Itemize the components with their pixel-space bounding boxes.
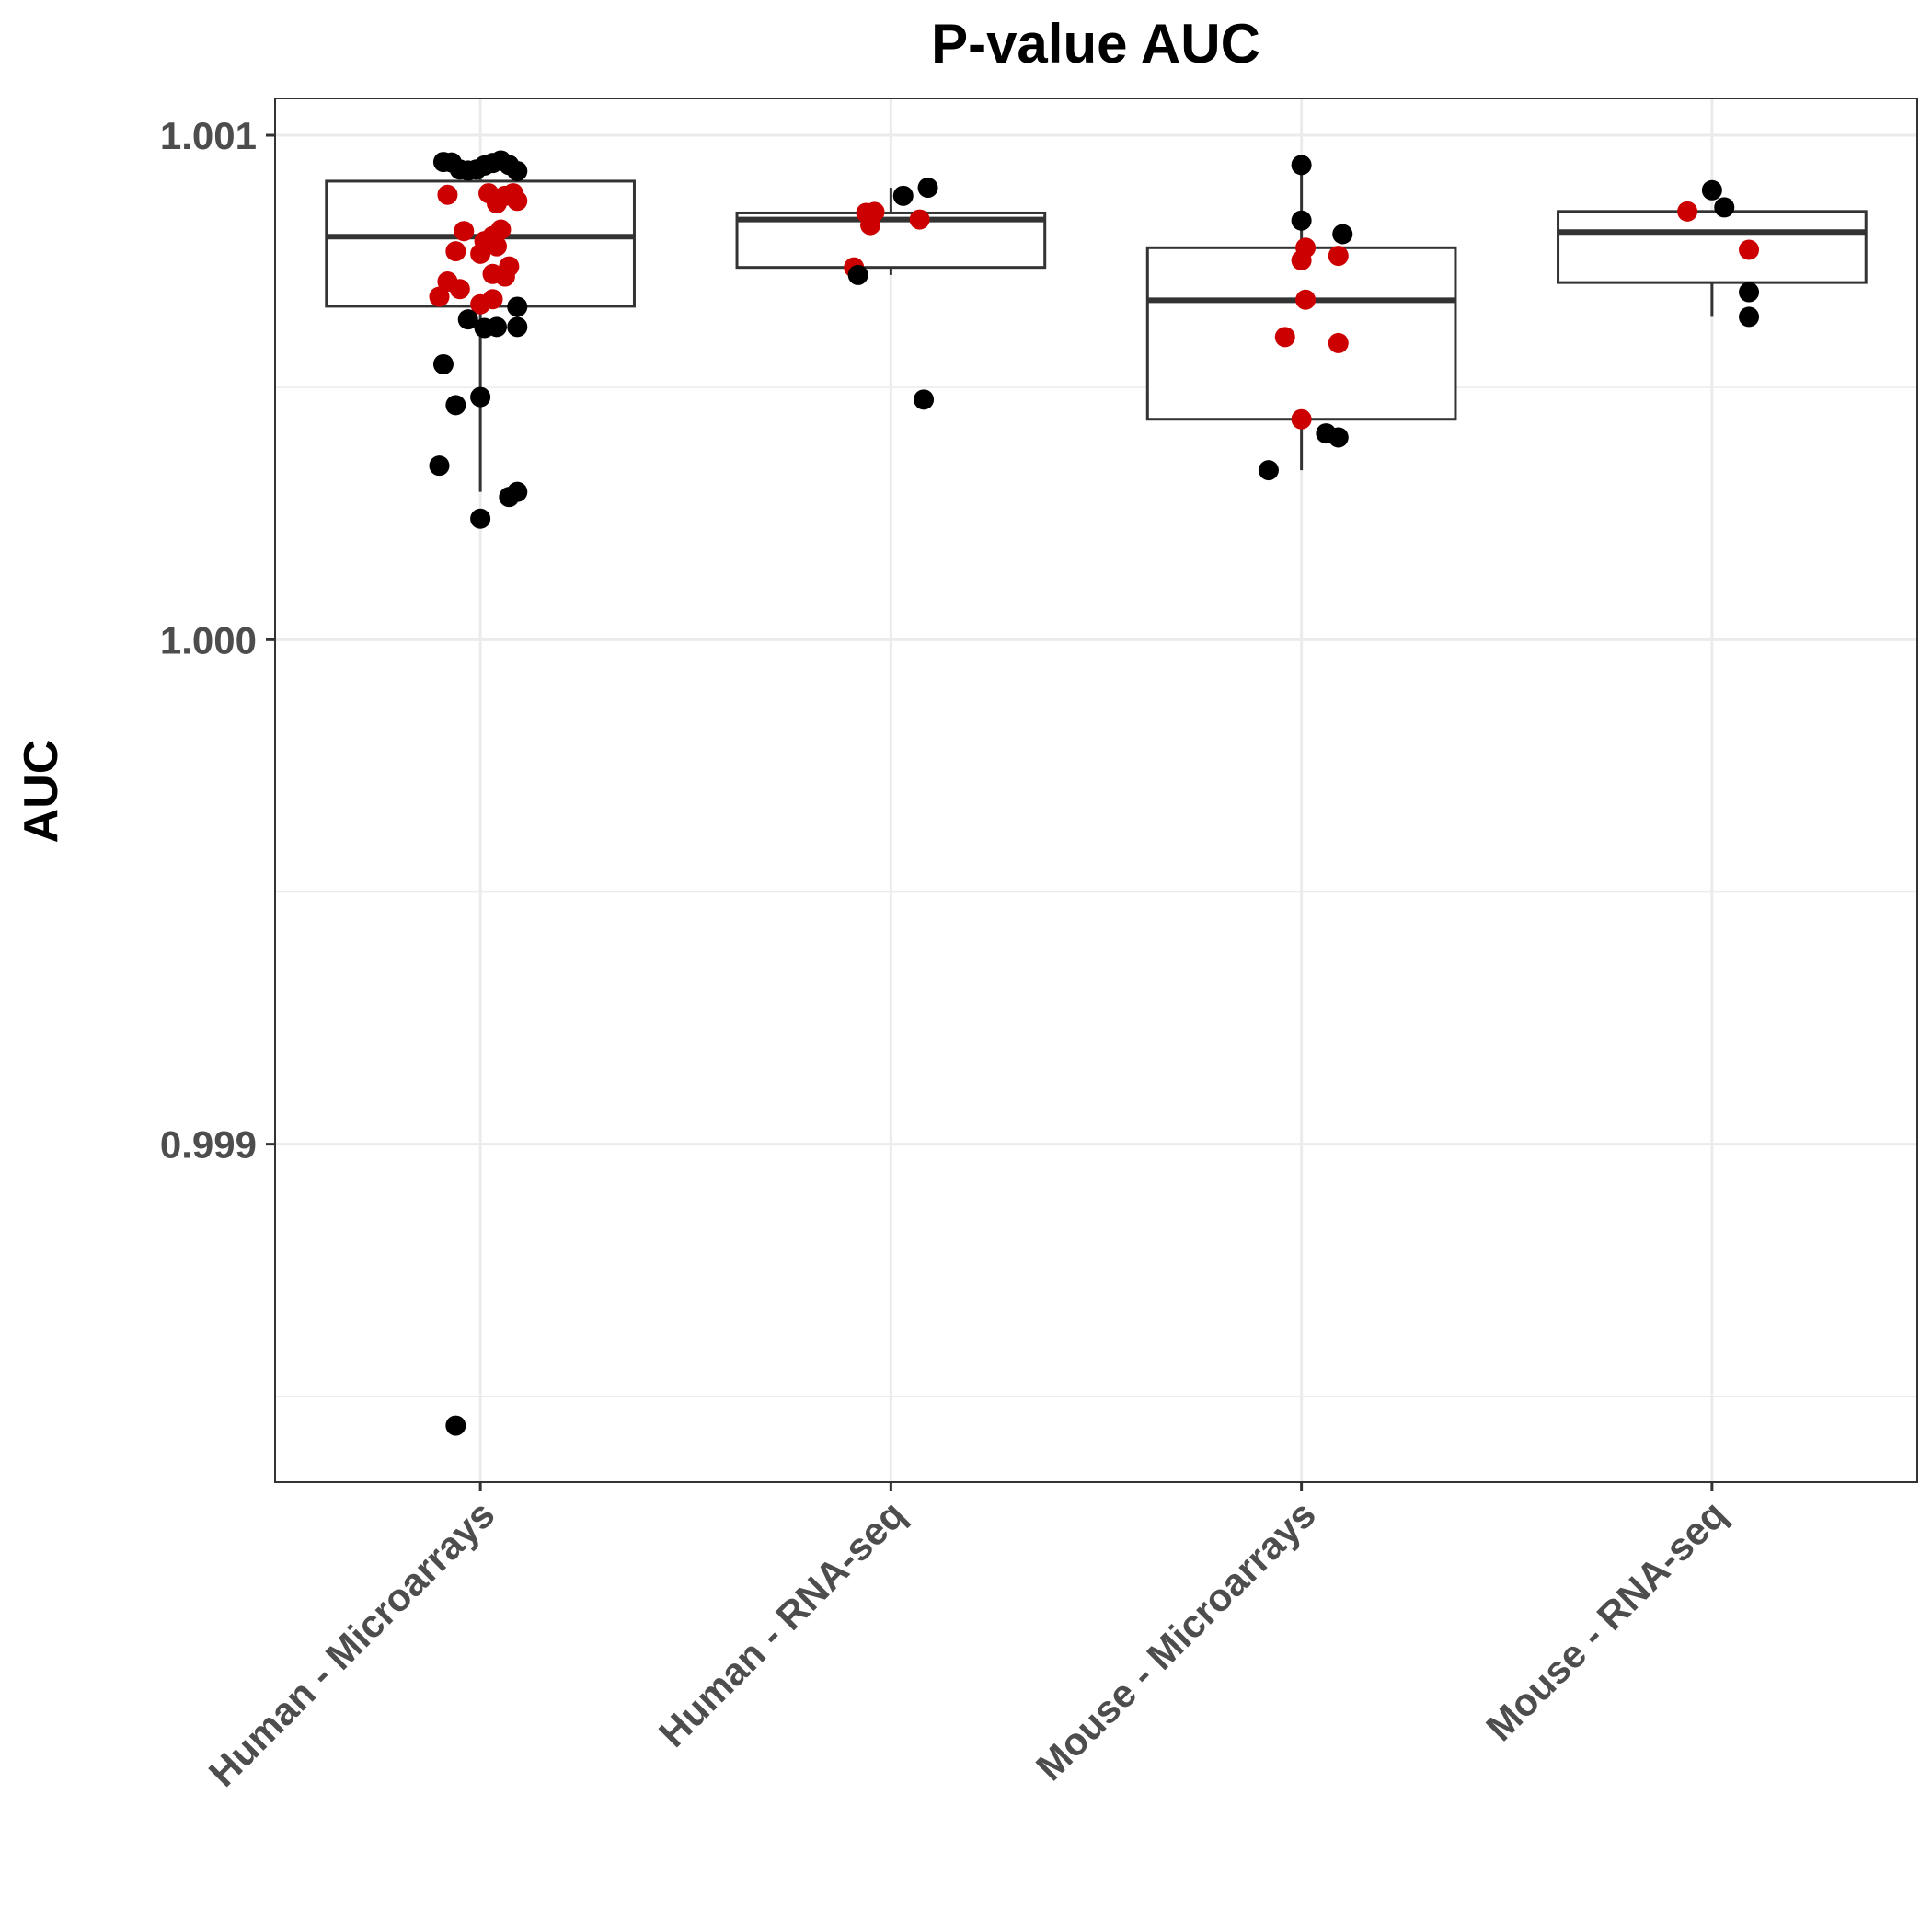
x-axis: Human - Microarrays Human - RNA-seq Mouse … bbox=[201, 1482, 1734, 1795]
box-iqr bbox=[1557, 210, 1868, 284]
data-point bbox=[1291, 155, 1312, 176]
data-point bbox=[1701, 179, 1722, 201]
x-tick-label: Mouse - Microarrays bbox=[1028, 1492, 1324, 1788]
data-point bbox=[470, 508, 491, 529]
data-point bbox=[917, 178, 938, 199]
x-tick-label: Human - Microarrays bbox=[201, 1492, 503, 1795]
data-point bbox=[1739, 282, 1760, 303]
data-point bbox=[914, 389, 935, 410]
chart-title: P-value AUC bbox=[931, 13, 1260, 75]
y-tick-label: 1.001 bbox=[160, 114, 257, 157]
data-point bbox=[1677, 201, 1698, 222]
data-point bbox=[1258, 460, 1279, 481]
box-iqr bbox=[1145, 246, 1457, 421]
data-point bbox=[1291, 210, 1312, 231]
x-tick-label: Human - RNA-seq bbox=[650, 1492, 914, 1755]
data-point bbox=[1332, 224, 1353, 245]
data-point bbox=[470, 386, 491, 408]
data-point bbox=[437, 184, 458, 205]
data-point bbox=[470, 293, 491, 315]
data-point bbox=[486, 193, 507, 214]
data-point bbox=[909, 209, 930, 230]
data-point bbox=[499, 487, 520, 508]
data-point bbox=[507, 316, 528, 338]
plot-panel bbox=[275, 98, 1917, 1482]
data-point bbox=[1714, 197, 1735, 218]
data-points bbox=[429, 150, 1760, 1436]
data-point bbox=[486, 236, 507, 257]
data-point bbox=[445, 395, 466, 416]
data-point bbox=[1328, 246, 1349, 267]
data-point bbox=[1291, 408, 1312, 430]
data-point bbox=[502, 183, 523, 204]
data-point bbox=[1328, 427, 1349, 448]
x-tick-label: Mouse - RNA-seq bbox=[1478, 1492, 1734, 1749]
data-point bbox=[429, 286, 450, 307]
y-axis: 0.999 1.000 1.001 bbox=[160, 114, 275, 1167]
data-point bbox=[847, 264, 868, 285]
data-point bbox=[445, 241, 466, 262]
data-point bbox=[449, 279, 470, 300]
data-point bbox=[470, 243, 491, 264]
data-point bbox=[429, 455, 450, 477]
data-point bbox=[892, 185, 914, 206]
data-point bbox=[860, 214, 881, 236]
data-point bbox=[454, 221, 475, 242]
data-point bbox=[457, 309, 478, 330]
data-point bbox=[1291, 250, 1312, 271]
data-point bbox=[432, 353, 454, 374]
y-tick-label: 1.000 bbox=[160, 618, 257, 661]
data-point bbox=[1295, 289, 1317, 310]
y-tick-label: 0.999 bbox=[160, 1123, 257, 1167]
data-point bbox=[474, 317, 495, 339]
data-point bbox=[1739, 239, 1760, 260]
data-point bbox=[1739, 306, 1760, 328]
data-point bbox=[494, 266, 515, 287]
data-point bbox=[445, 1415, 466, 1436]
data-point bbox=[1274, 327, 1295, 348]
data-point bbox=[507, 160, 528, 181]
y-axis-title: AUC bbox=[15, 740, 68, 844]
panel-border bbox=[274, 98, 1918, 1483]
data-point bbox=[1328, 332, 1349, 353]
data-point bbox=[507, 296, 528, 317]
